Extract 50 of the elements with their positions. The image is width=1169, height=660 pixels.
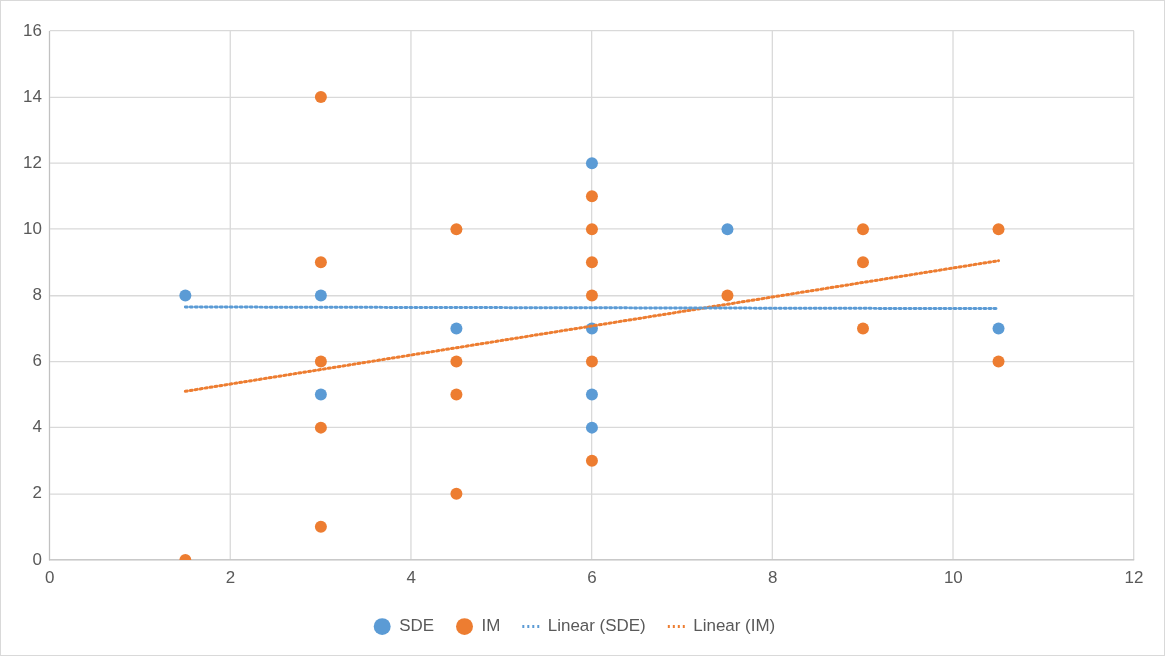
point: [314, 355, 327, 368]
point: [585, 256, 598, 269]
point: [450, 355, 463, 368]
point: [857, 223, 869, 236]
x-tick-label: 2: [225, 567, 236, 587]
point: [857, 256, 869, 269]
point: [314, 91, 327, 104]
y-tick-label: 14: [22, 86, 42, 106]
point: [450, 487, 463, 500]
legend-label: Linear (SDE): [547, 616, 646, 636]
point: [992, 355, 1005, 368]
x-tick-label: 6: [587, 567, 597, 587]
point: [585, 388, 598, 401]
x-tick-label: 10: [943, 567, 963, 587]
point: [585, 223, 598, 236]
y-tick-label: 2: [32, 483, 42, 503]
point: [450, 388, 463, 401]
y-tick-label: 12: [22, 152, 42, 172]
y-tick-label: 16: [22, 20, 42, 40]
y-tick-label: 0: [32, 549, 42, 569]
point: [857, 322, 869, 335]
x-tick-label: 8: [767, 567, 778, 587]
y-tick-label: 4: [32, 417, 42, 437]
x-tick-label: 4: [406, 567, 416, 587]
point: [585, 355, 598, 368]
point: [585, 190, 598, 203]
legend-label: IM: [481, 616, 501, 636]
point: [992, 223, 1005, 236]
x-tick-label: 0: [45, 567, 55, 587]
point: [179, 289, 192, 302]
y-tick-label: 6: [32, 351, 42, 371]
point: [585, 454, 598, 467]
point: [585, 157, 598, 170]
legend-label: SDE: [399, 616, 435, 636]
x-tick-label: 12: [1124, 567, 1144, 587]
y-tick-label: 10: [22, 218, 42, 238]
point: [314, 421, 327, 434]
point: [721, 289, 734, 302]
point: [721, 223, 734, 236]
point: [450, 223, 463, 236]
y-tick-label: 8: [32, 285, 42, 305]
point: [992, 322, 1005, 335]
point: [314, 289, 327, 302]
legend-label: Linear (IM): [693, 616, 776, 636]
point: [314, 520, 327, 533]
point: [314, 256, 327, 269]
point: [585, 421, 598, 434]
point: [585, 289, 598, 302]
point: [450, 322, 463, 335]
point: [314, 388, 327, 401]
